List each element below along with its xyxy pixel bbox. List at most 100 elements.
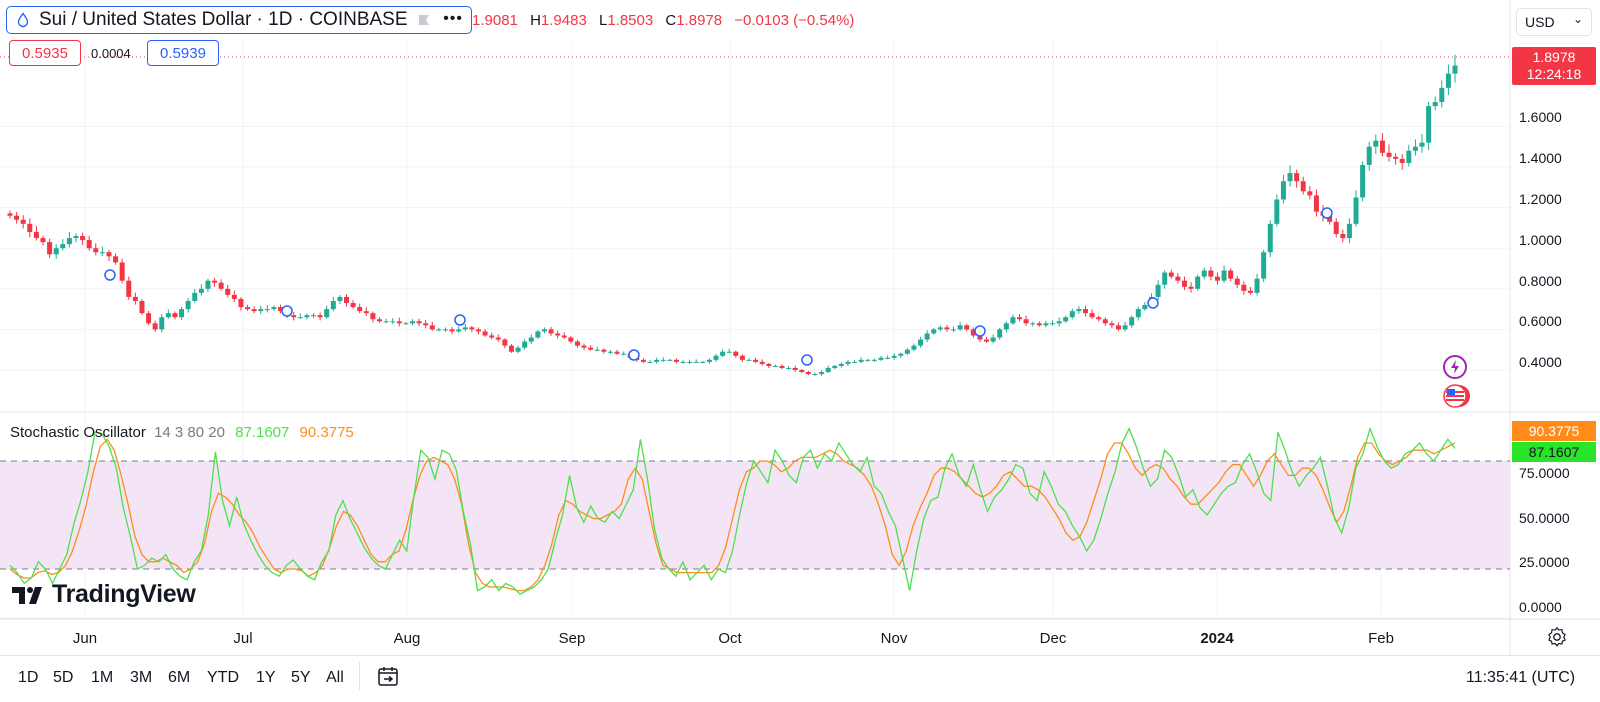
candle-body xyxy=(1188,286,1194,289)
flag-icon[interactable] xyxy=(417,13,431,27)
utc-clock[interactable]: 11:35:41 (UTC) xyxy=(1466,669,1576,686)
candle-body xyxy=(1043,323,1049,326)
candle-body xyxy=(1162,272,1168,285)
more-dots-icon[interactable]: ••• xyxy=(443,10,463,27)
range-button-5y[interactable]: 5Y xyxy=(291,669,311,686)
candle-body xyxy=(165,313,171,318)
timeline-marker-icon xyxy=(281,305,293,317)
candle-body xyxy=(845,361,851,364)
buy-price-button[interactable]: 0.5939 xyxy=(147,40,219,66)
candle-body xyxy=(1247,290,1253,293)
timeline-marker-icon xyxy=(454,314,466,326)
ohlc-close-value: 1.8978 xyxy=(676,12,723,29)
candle-body xyxy=(502,339,508,346)
candle-body xyxy=(838,363,844,366)
time-axis-label: 2024 xyxy=(1200,630,1234,647)
candle-body xyxy=(693,361,699,363)
candle-body xyxy=(1307,191,1313,196)
timeline-marker-icon xyxy=(104,269,116,281)
candle-body xyxy=(1115,325,1121,330)
candle-body xyxy=(185,300,191,310)
ohlc-low-key: L xyxy=(598,12,608,29)
candle-body xyxy=(931,329,937,334)
candle-body xyxy=(429,325,435,330)
candle-body xyxy=(706,359,712,362)
candle-body xyxy=(291,315,297,318)
candle-body xyxy=(1300,181,1306,192)
symbol-search-box[interactable]: Sui / United States Dollar · 1D · COINBA… xyxy=(6,6,472,34)
range-button-1d[interactable]: 1D xyxy=(18,669,39,686)
currency-select[interactable]: USD ⌄ xyxy=(1516,8,1592,36)
candle-body xyxy=(139,300,145,314)
candle-body xyxy=(614,351,620,354)
tradingview-logo[interactable]: TradingView xyxy=(12,580,196,609)
candle-body xyxy=(1109,323,1115,326)
oscillator-lines xyxy=(9,426,1456,595)
candle-body xyxy=(944,327,950,330)
candle-body xyxy=(858,359,864,362)
candle-body xyxy=(898,353,904,356)
candle-body xyxy=(951,329,957,331)
candle-body xyxy=(350,303,356,308)
candle-body xyxy=(1346,223,1352,239)
candle-body xyxy=(1122,325,1128,330)
oscillator-legend[interactable]: Stochastic Oscillator 14 3 80 20 87.1607… xyxy=(10,424,354,441)
oscillator-axis-label: 75.0000 xyxy=(1519,465,1570,481)
candle-body xyxy=(924,333,930,340)
range-button-3m[interactable]: 3M xyxy=(130,669,153,686)
time-axis-label: Dec xyxy=(1039,630,1067,647)
candle-body xyxy=(198,288,204,293)
candle-body xyxy=(739,355,745,360)
candle-body xyxy=(159,317,165,330)
candle-body xyxy=(1313,195,1319,212)
candle-body xyxy=(1063,317,1069,322)
candle-body xyxy=(205,280,211,289)
candle-body xyxy=(436,329,442,331)
candle-body xyxy=(1036,323,1042,326)
candle-body xyxy=(1294,173,1300,182)
spread-value: 0.0004 xyxy=(91,46,131,61)
candle-body xyxy=(904,349,910,354)
lightning-icon[interactable] xyxy=(1442,354,1468,380)
range-button-1y[interactable]: 1Y xyxy=(256,669,276,686)
range-button-all[interactable]: All xyxy=(326,669,344,686)
ohlc-low-value: 1.8503 xyxy=(607,12,654,29)
candle-body xyxy=(680,361,686,363)
candle-body xyxy=(390,321,396,323)
candle-body xyxy=(66,238,72,245)
candle-body xyxy=(733,351,739,356)
candle-body xyxy=(416,321,422,324)
tradingview-logo-icon xyxy=(12,586,42,604)
time-axis-label: Sep xyxy=(558,630,586,647)
sui-logo-icon xyxy=(17,12,29,28)
toolbar-divider xyxy=(359,662,360,690)
candle-body xyxy=(442,329,448,331)
candle-body xyxy=(1399,158,1405,163)
candle-body xyxy=(264,309,270,311)
stoch-k-line xyxy=(9,426,1456,595)
candle-body xyxy=(1234,278,1240,285)
candle-body xyxy=(1445,73,1451,88)
ohlc-readout: 1.9081 H1.9483 L1.8503 C1.8978 −0.0103 (… xyxy=(472,12,862,29)
range-button-6m[interactable]: 6M xyxy=(168,669,191,686)
candle-body xyxy=(86,240,92,249)
settings-gear-icon[interactable] xyxy=(1546,626,1568,648)
currency-label: USD xyxy=(1525,14,1555,30)
range-button-ytd[interactable]: YTD xyxy=(207,669,239,686)
candle-body xyxy=(212,280,218,283)
sell-price-button[interactable]: 0.5935 xyxy=(9,40,81,66)
us-flag-icon[interactable] xyxy=(1442,383,1472,409)
candle-body xyxy=(126,280,132,297)
candle-body xyxy=(271,307,277,310)
candle-body xyxy=(1023,319,1029,324)
candle-body xyxy=(179,309,185,318)
candle-body xyxy=(852,361,858,363)
chart-markers xyxy=(104,207,1333,366)
candle-body xyxy=(423,323,429,326)
candle-body xyxy=(1452,65,1458,74)
calendar-range-icon[interactable] xyxy=(376,664,400,688)
range-button-1m[interactable]: 1M xyxy=(91,669,114,686)
range-button-5d[interactable]: 5D xyxy=(53,669,74,686)
bar-countdown: 12:24:18 xyxy=(1526,66,1582,82)
